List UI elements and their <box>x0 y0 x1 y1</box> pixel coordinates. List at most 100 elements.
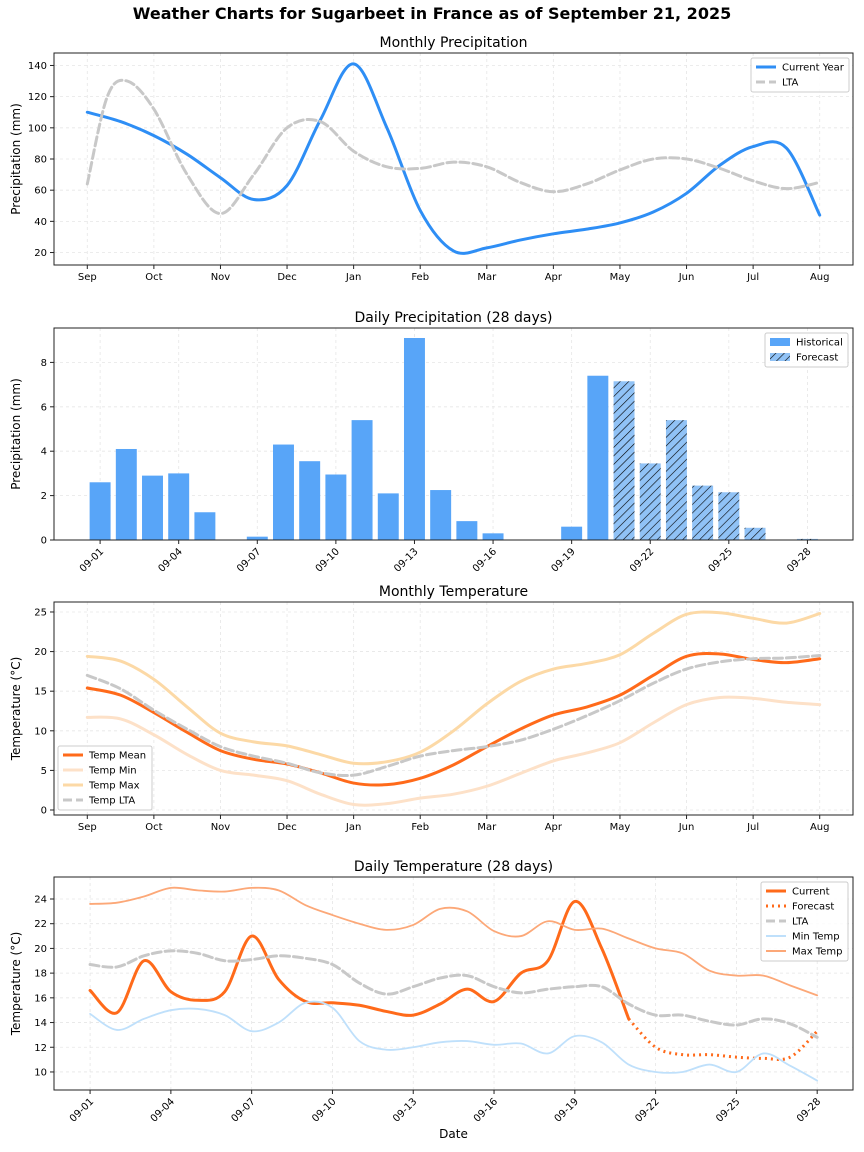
historical-bar <box>325 474 347 540</box>
y-tick-label: 100 <box>28 123 47 134</box>
historical-bar <box>194 512 216 540</box>
x-tick-label: 09-25 <box>707 546 735 574</box>
monthly-temperature-panel: Monthly Temperature Temperature (°C) 0 5 10 1… <box>9 584 854 833</box>
x-tick-label: 09-07 <box>229 1096 257 1124</box>
legend-label: Min Temp <box>792 932 840 943</box>
y-tick-label: 6 <box>41 402 47 413</box>
legend-label: Temp LTA <box>88 796 135 807</box>
series-line-temp-min <box>85 695 822 807</box>
x-tick-label: 09-01 <box>78 546 106 574</box>
y-tick-label: 24 <box>34 894 47 905</box>
x-tick-label: Jan <box>345 822 361 833</box>
y-tick-label: 2 <box>41 491 47 502</box>
forecast-bar <box>744 527 766 540</box>
series-line-lta <box>85 78 822 216</box>
forecast-bar <box>613 381 635 540</box>
historical-bar <box>89 482 111 540</box>
monthly-precipitation-panel: Monthly Precipitation Precipitation (mm) 2… <box>9 35 854 283</box>
historical-bar <box>115 448 137 540</box>
x-tick-label: 09-28 <box>785 546 813 574</box>
historical-bar <box>377 493 399 540</box>
x-tick-label: Feb <box>411 822 429 833</box>
legend-box <box>57 745 153 811</box>
forecast-bar <box>796 538 818 540</box>
daily-precipitation-panel: Daily Precipitation (28 days) Precipitati… <box>9 310 854 575</box>
legend-box <box>760 881 849 962</box>
legend-label: Current <box>792 887 830 898</box>
axes-frame <box>53 876 854 1091</box>
series-line-min-temp <box>89 1000 819 1082</box>
x-tick-label: Mar <box>477 272 497 283</box>
x-tick-label: 09-25 <box>714 1096 742 1124</box>
x-tick-label: 09-10 <box>314 546 342 574</box>
x-tick-label: Nov <box>211 822 231 833</box>
historical-bar <box>299 461 321 540</box>
historical-bar <box>587 375 609 540</box>
y-tick-label: 20 <box>34 647 47 658</box>
y-tick-label: 120 <box>28 92 47 103</box>
x-tick-label: Apr <box>545 822 563 833</box>
y-axis-label: Temperature (°C) <box>9 932 23 1037</box>
y-tick-label: 18 <box>34 969 47 980</box>
panel-title: Daily Precipitation (28 days) <box>354 310 552 326</box>
x-tick-label: Jun <box>678 822 695 833</box>
x-tick-label: Oct <box>145 822 162 833</box>
x-tick-label: Jan <box>345 272 361 283</box>
axes-frame <box>53 327 854 541</box>
y-tick-label: 8 <box>41 358 47 369</box>
legend-label: Max Temp <box>792 947 843 958</box>
legend-label: Forecast <box>792 902 834 913</box>
x-tick-label: Sep <box>78 822 97 833</box>
x-tick-label: Oct <box>145 272 162 283</box>
historical-bar <box>142 475 163 540</box>
legend-swatch <box>770 353 790 361</box>
legend: Historical Forecast <box>764 332 849 368</box>
y-tick-label: 80 <box>34 155 47 166</box>
x-tick-label: Apr <box>545 272 563 283</box>
y-axis-label: Temperature (°C) <box>9 657 23 762</box>
x-tick-label: 09-22 <box>633 1096 661 1124</box>
series-line-current-year <box>85 62 822 255</box>
series-line-lta <box>88 949 819 1039</box>
panel-title: Monthly Precipitation <box>379 35 527 51</box>
x-tick-label: Jul <box>746 822 759 833</box>
legend-label: Temp Mean <box>88 751 146 762</box>
legend: Temp Mean Temp Min Temp Max Temp LTA <box>57 745 153 811</box>
legend-swatch <box>770 338 790 346</box>
figure-title: Weather Charts for Sugarbeet in France a… <box>133 4 731 23</box>
x-tick-label: 09-04 <box>149 1096 177 1124</box>
y-axis-label: Precipitation (mm) <box>9 103 23 215</box>
x-tick-label: Feb <box>411 272 429 283</box>
x-tick-label: 09-01 <box>68 1096 96 1124</box>
y-tick-label: 12 <box>34 1043 47 1054</box>
x-tick-label: Mar <box>477 822 497 833</box>
x-tick-label: 09-16 <box>471 546 499 574</box>
forecast-bar <box>665 420 687 540</box>
y-tick-label: 15 <box>34 687 47 698</box>
y-tick-label: 60 <box>34 186 47 197</box>
series-line-current <box>88 899 631 1021</box>
panel-title: Daily Temperature (28 days) <box>354 859 553 875</box>
x-tick-label: Dec <box>277 822 296 833</box>
y-tick-label: 14 <box>34 1018 47 1029</box>
legend-label: Forecast <box>796 353 838 364</box>
forecast-bar <box>639 463 661 540</box>
y-tick-label: 10 <box>34 726 47 737</box>
x-tick-label: Jul <box>746 272 759 283</box>
x-tick-label: Dec <box>277 272 296 283</box>
y-tick-label: 0 <box>41 806 47 817</box>
x-tick-label: 09-13 <box>391 1096 419 1124</box>
legend: Current Year LTA <box>750 57 850 93</box>
legend-label: Historical <box>796 338 843 349</box>
y-tick-label: 4 <box>41 447 47 458</box>
historical-bar <box>351 420 373 540</box>
y-tick-label: 140 <box>28 61 47 72</box>
plot-area <box>54 602 853 815</box>
y-tick-label: 25 <box>34 607 47 618</box>
x-tick-label: Sep <box>78 272 97 283</box>
legend-label: LTA <box>792 917 809 928</box>
historical-bar <box>482 533 504 540</box>
x-tick-label: Aug <box>810 822 830 833</box>
historical-bar <box>403 337 425 540</box>
